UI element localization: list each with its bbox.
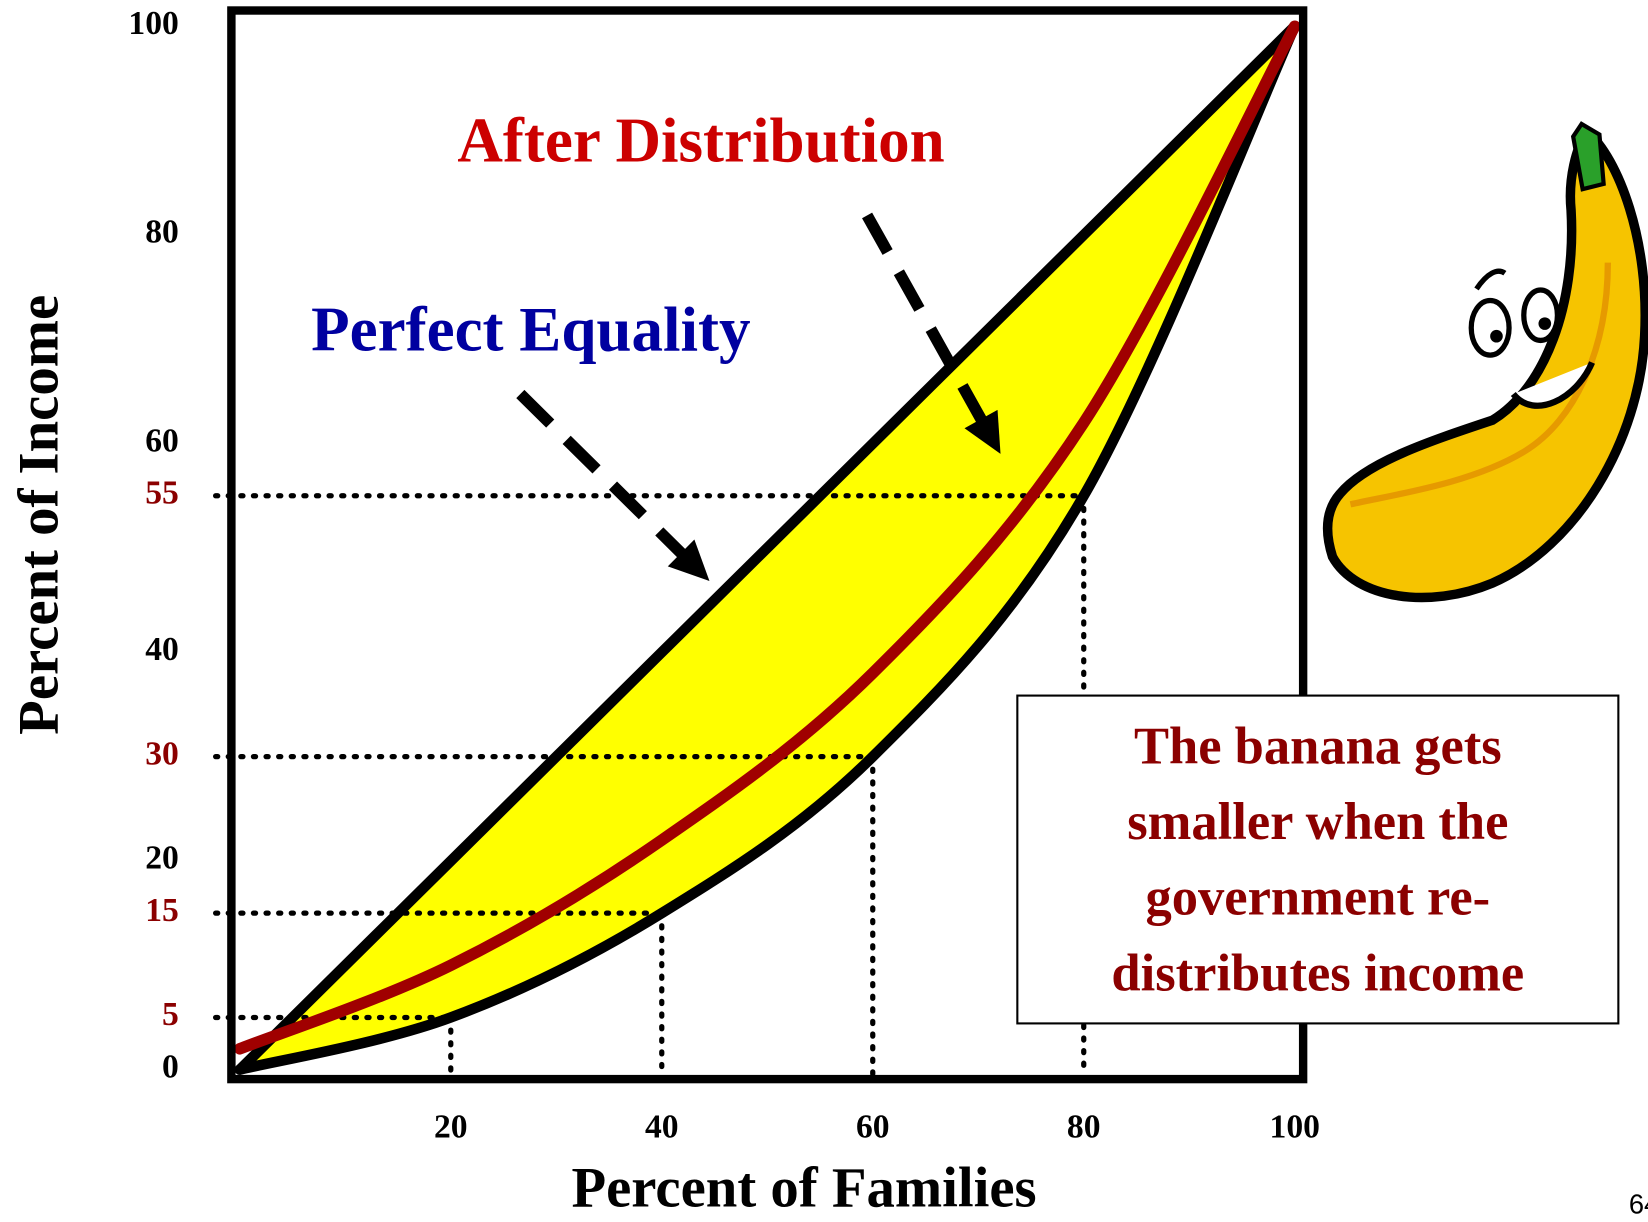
- y-tick-label: 60: [145, 422, 179, 459]
- annotation-arrowhead: [964, 409, 1001, 454]
- x-axis-label: Percent of Families: [571, 1157, 1036, 1220]
- y-tick-label: 100: [128, 5, 178, 42]
- y-tick-label: 30: [145, 735, 179, 772]
- annotation-arrow: [862, 212, 988, 424]
- series-line: [234, 21, 1300, 1075]
- note-box: [1016, 694, 1620, 1025]
- annotation-arrow: [516, 389, 687, 559]
- note-text: The banana gets: [1134, 717, 1502, 775]
- note-text: smaller when the: [1127, 793, 1508, 851]
- note-text: government re-: [1146, 869, 1491, 927]
- x-tick-label: 40: [645, 1108, 679, 1145]
- annotation-arrowhead: [667, 539, 710, 582]
- x-tick-label: 20: [434, 1108, 468, 1145]
- series-label: After Distribution: [457, 106, 944, 176]
- y-tick-label: 55: [145, 475, 179, 512]
- x-tick-label: 100: [1270, 1108, 1320, 1145]
- plot-frame: [227, 6, 1308, 1084]
- page-number: 64: [1629, 1188, 1648, 1219]
- y-axis-label: Percent of Income: [7, 295, 70, 735]
- y-tick-label: 20: [145, 840, 179, 877]
- x-tick-label: 60: [856, 1108, 890, 1145]
- y-tick-label: 40: [145, 631, 179, 668]
- x-tick-label: 80: [1067, 1108, 1101, 1145]
- series-label: Perfect Equality: [311, 295, 750, 365]
- y-tick-label: 5: [162, 996, 179, 1033]
- series-line: [234, 20, 1301, 1055]
- y-tick-label: 80: [145, 214, 179, 251]
- note-text: distributes income: [1111, 944, 1524, 1002]
- y-tick-label: 0: [162, 1048, 179, 1085]
- banana-illustration: [1322, 121, 1648, 603]
- y-tick-label: 15: [145, 892, 179, 929]
- series-line: [234, 21, 1300, 1075]
